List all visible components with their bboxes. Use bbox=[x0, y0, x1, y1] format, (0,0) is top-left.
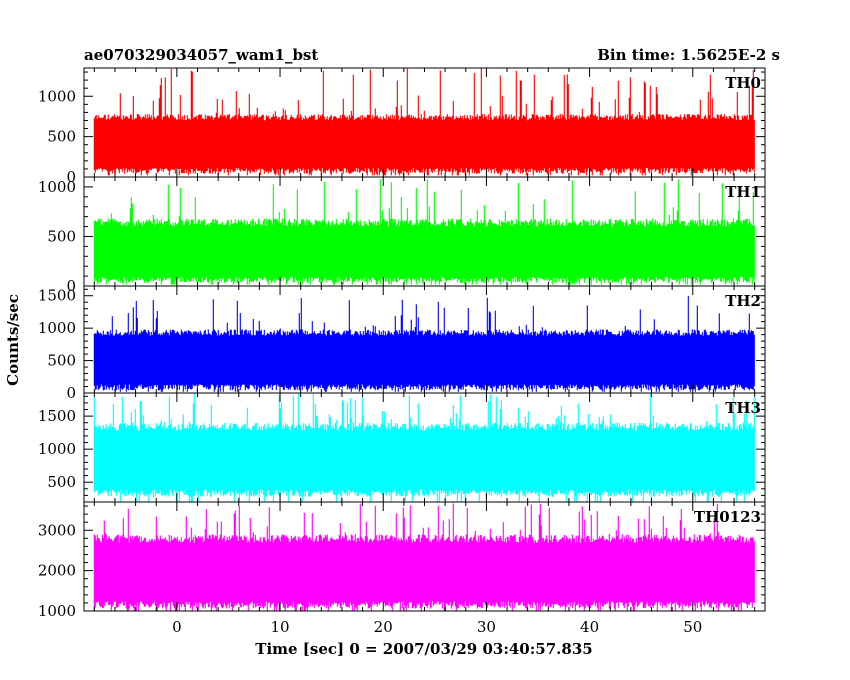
x-tick-label: 40 bbox=[580, 618, 599, 636]
channel-label: TH2 bbox=[725, 292, 761, 310]
y-tick-label: 0 bbox=[66, 168, 76, 186]
y-tick-label: 1000 bbox=[38, 440, 76, 458]
x-tick-label: 0 bbox=[172, 618, 182, 636]
channel-label: TH1 bbox=[725, 183, 761, 201]
y-tick-label: 500 bbox=[47, 128, 76, 146]
panel-th1: 0 500 1000 TH1 bbox=[38, 176, 766, 295]
x-tick-label: 50 bbox=[683, 618, 702, 636]
series-th3 bbox=[93, 393, 755, 502]
y-tick-label: 2000 bbox=[38, 562, 76, 580]
series-th0123 bbox=[93, 503, 755, 611]
y-tick-label: 1000 bbox=[38, 178, 76, 196]
panel-th0123: 1000 2000 3000 TH0123 bbox=[38, 501, 766, 620]
x-tick-label: 30 bbox=[477, 618, 496, 636]
y-tick-label: 500 bbox=[47, 352, 76, 370]
y-tick-label: 500 bbox=[47, 473, 76, 491]
panel-th0: 0 500 1000 TH0 bbox=[38, 67, 766, 186]
series-th0 bbox=[93, 68, 755, 176]
series-th1 bbox=[93, 179, 755, 285]
y-tick-label: 0 bbox=[66, 384, 76, 402]
x-tick-label: 20 bbox=[374, 618, 393, 636]
x-tick-label: 10 bbox=[270, 618, 289, 636]
panel-th3: 500 1000 1500 TH3 bbox=[38, 392, 766, 503]
y-tick-label: 1000 bbox=[38, 319, 76, 337]
y-axis-label: Counts/sec bbox=[4, 294, 22, 386]
y-tick-label: 0 bbox=[66, 277, 76, 295]
chart-title-right: Bin time: 1.5625E-2 s bbox=[597, 46, 780, 64]
y-tick-label: 3000 bbox=[38, 521, 76, 539]
y-tick-label: 1000 bbox=[38, 602, 76, 620]
panel-th2: 0 500 1000 1500 TH2 bbox=[38, 285, 766, 402]
channel-label: TH0123 bbox=[694, 508, 761, 526]
y-tick-label: 1500 bbox=[38, 287, 76, 305]
series-th2 bbox=[93, 296, 755, 392]
chart-title-left: ae070329034057_wam1_bst bbox=[84, 46, 318, 64]
x-axis-label: Time [sec] 0 = 2007/03/29 03:40:57.835 bbox=[255, 640, 592, 658]
channel-label: TH3 bbox=[725, 399, 761, 417]
channel-label: TH0 bbox=[725, 74, 761, 92]
y-tick-label: 1500 bbox=[38, 407, 76, 425]
y-tick-label: 1000 bbox=[38, 87, 76, 105]
y-tick-label: 500 bbox=[47, 227, 76, 245]
